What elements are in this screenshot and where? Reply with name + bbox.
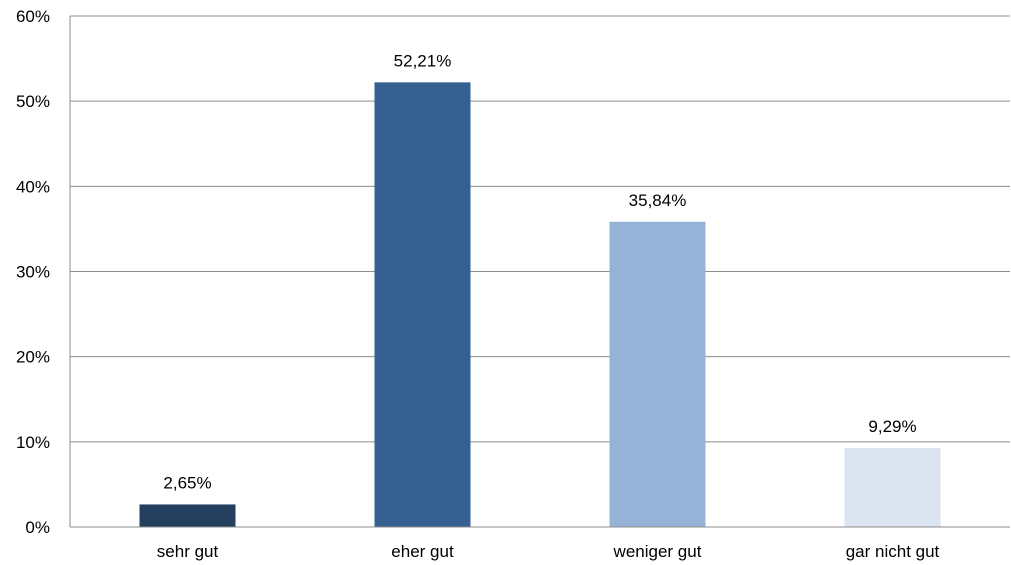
y-tick-label: 60% — [16, 7, 50, 26]
x-axis-category-labels: sehr gut eher gut weniger gut gar nicht gut — [157, 542, 940, 561]
y-tick-label: 40% — [16, 177, 50, 196]
category-label: eher gut — [391, 542, 454, 561]
bar-3 — [609, 221, 706, 527]
data-label: 35,84% — [629, 191, 687, 210]
bar-2 — [374, 82, 471, 527]
y-axis-tick-labels: 0% 10% 20% 30% 40% 50% 60% — [16, 7, 50, 537]
data-label: 52,21% — [394, 51, 452, 70]
bar-1 — [139, 504, 236, 527]
category-label: weniger gut — [613, 542, 702, 561]
gridlines — [70, 15, 1010, 443]
y-tick-label: 20% — [16, 348, 50, 367]
y-tick-label: 0% — [25, 518, 50, 537]
y-tick-label: 50% — [16, 92, 50, 111]
bars — [139, 82, 941, 527]
y-tick-label: 10% — [16, 433, 50, 452]
y-tick-label: 30% — [16, 263, 50, 282]
category-label: gar nicht gut — [846, 542, 940, 561]
category-label: sehr gut — [157, 542, 219, 561]
data-label: 9,29% — [868, 417, 916, 436]
data-labels: 2,65% 52,21% 35,84% 9,29% — [163, 51, 916, 492]
bar-4 — [844, 447, 941, 527]
data-label: 2,65% — [163, 473, 211, 492]
